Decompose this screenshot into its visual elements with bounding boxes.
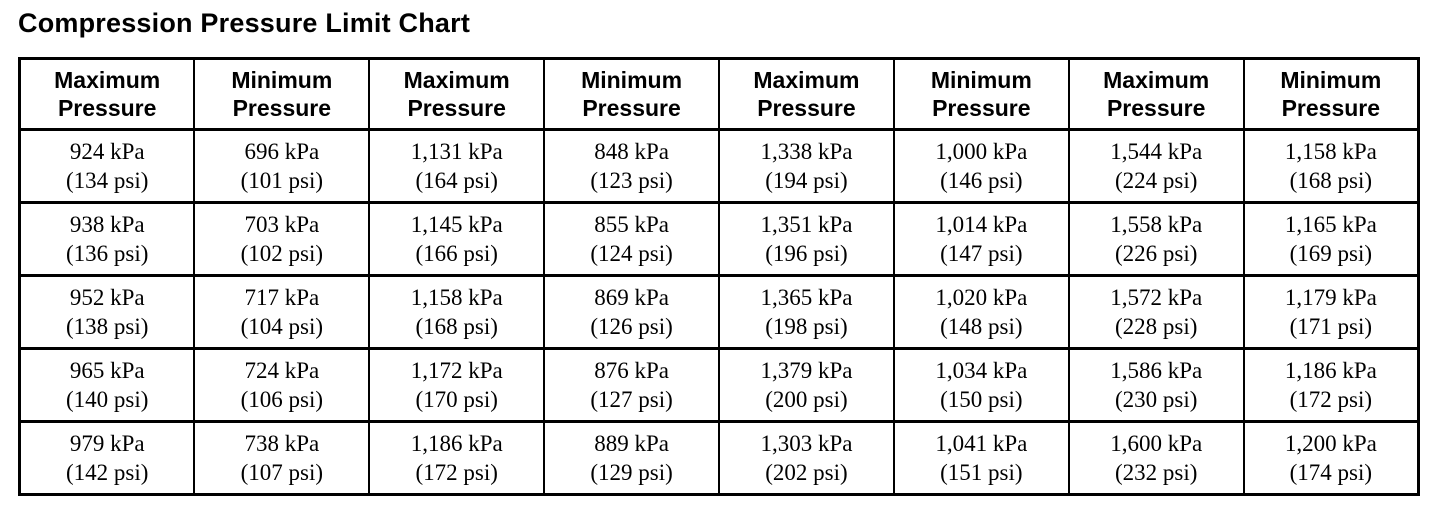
pressure-cell: 938 kPa (136 psi) bbox=[18, 201, 196, 277]
pressure-cell: 1,365 kPa (198 psi) bbox=[718, 274, 895, 350]
pressure-cell: 1,351 kPa (196 psi) bbox=[718, 201, 895, 277]
pressure-cell: 1,338 kPa (194 psi) bbox=[718, 128, 895, 204]
header-minimum-pressure-4: Minimum Pressure bbox=[1242, 57, 1420, 131]
pressure-cell: 855 kPa (124 psi) bbox=[543, 201, 720, 277]
pressure-cell: 1,158 kPa (168 psi) bbox=[368, 274, 546, 350]
pressure-cell: 924 kPa (134 psi) bbox=[18, 128, 196, 204]
table-row: 938 kPa (136 psi) 703 kPa (102 psi) 1,14… bbox=[18, 201, 1420, 277]
pressure-cell: 848 kPa (123 psi) bbox=[543, 128, 720, 204]
header-minimum-pressure-3: Minimum Pressure bbox=[892, 57, 1070, 131]
table-row: 965 kPa (140 psi) 724 kPa (106 psi) 1,17… bbox=[18, 347, 1420, 423]
pressure-cell: 1,186 kPa (172 psi) bbox=[368, 420, 546, 496]
pressure-cell: 869 kPa (126 psi) bbox=[543, 274, 720, 350]
pressure-cell: 1,131 kPa (164 psi) bbox=[368, 128, 546, 204]
header-maximum-pressure-4: Maximum Pressure bbox=[1067, 57, 1245, 131]
pressure-cell: 1,165 kPa (169 psi) bbox=[1242, 201, 1420, 277]
pressure-cell: 876 kPa (127 psi) bbox=[543, 347, 720, 423]
pressure-cell: 1,558 kPa (226 psi) bbox=[1067, 201, 1245, 277]
pressure-cell: 1,544 kPa (224 psi) bbox=[1067, 128, 1245, 204]
page-title: Compression Pressure Limit Chart bbox=[18, 8, 471, 38]
pressure-cell: 1,379 kPa (200 psi) bbox=[718, 347, 895, 423]
pressure-cell: 1,000 kPa (146 psi) bbox=[892, 128, 1070, 204]
header-maximum-pressure-3: Maximum Pressure bbox=[718, 57, 895, 131]
pressure-cell: 1,158 kPa (168 psi) bbox=[1242, 128, 1420, 204]
pressure-cell: 717 kPa (104 psi) bbox=[193, 274, 371, 350]
pressure-cell: 965 kPa (140 psi) bbox=[18, 347, 196, 423]
table-body: 924 kPa (134 psi) 696 kPa (101 psi) 1,13… bbox=[18, 128, 1420, 496]
pressure-cell: 696 kPa (101 psi) bbox=[193, 128, 371, 204]
pressure-cell: 1,145 kPa (166 psi) bbox=[368, 201, 546, 277]
header-maximum-pressure-2: Maximum Pressure bbox=[368, 57, 546, 131]
pressure-cell: 724 kPa (106 psi) bbox=[193, 347, 371, 423]
compression-pressure-table: Maximum Pressure Minimum Pressure Maximu… bbox=[18, 57, 1420, 496]
pressure-cell: 703 kPa (102 psi) bbox=[193, 201, 371, 277]
pressure-cell: 979 kPa (142 psi) bbox=[18, 420, 196, 496]
pressure-cell: 889 kPa (129 psi) bbox=[543, 420, 720, 496]
table-row: 979 kPa (142 psi) 738 kPa (107 psi) 1,18… bbox=[18, 420, 1420, 496]
table-header: Maximum Pressure Minimum Pressure Maximu… bbox=[18, 57, 1420, 131]
pressure-cell: 1,303 kPa (202 psi) bbox=[718, 420, 895, 496]
table-row: 952 kPa (138 psi) 717 kPa (104 psi) 1,15… bbox=[18, 274, 1420, 350]
header-row: Maximum Pressure Minimum Pressure Maximu… bbox=[18, 57, 1420, 131]
pressure-cell: 1,172 kPa (170 psi) bbox=[368, 347, 546, 423]
pressure-cell: 1,014 kPa (147 psi) bbox=[892, 201, 1070, 277]
pressure-cell: 1,041 kPa (151 psi) bbox=[892, 420, 1070, 496]
pressure-cell: 1,600 kPa (232 psi) bbox=[1067, 420, 1245, 496]
pressure-cell: 738 kPa (107 psi) bbox=[193, 420, 371, 496]
pressure-cell: 1,186 kPa (172 psi) bbox=[1242, 347, 1420, 423]
pressure-cell: 1,179 kPa (171 psi) bbox=[1242, 274, 1420, 350]
pressure-cell: 952 kPa (138 psi) bbox=[18, 274, 196, 350]
pressure-cell: 1,572 kPa (228 psi) bbox=[1067, 274, 1245, 350]
pressure-cell: 1,034 kPa (150 psi) bbox=[892, 347, 1070, 423]
pressure-cell: 1,586 kPa (230 psi) bbox=[1067, 347, 1245, 423]
header-minimum-pressure-2: Minimum Pressure bbox=[543, 57, 720, 131]
header-maximum-pressure-1: Maximum Pressure bbox=[18, 57, 196, 131]
pressure-cell: 1,200 kPa (174 psi) bbox=[1242, 420, 1420, 496]
table-row: 924 kPa (134 psi) 696 kPa (101 psi) 1,13… bbox=[18, 128, 1420, 204]
header-minimum-pressure-1: Minimum Pressure bbox=[193, 57, 371, 131]
pressure-cell: 1,020 kPa (148 psi) bbox=[892, 274, 1070, 350]
